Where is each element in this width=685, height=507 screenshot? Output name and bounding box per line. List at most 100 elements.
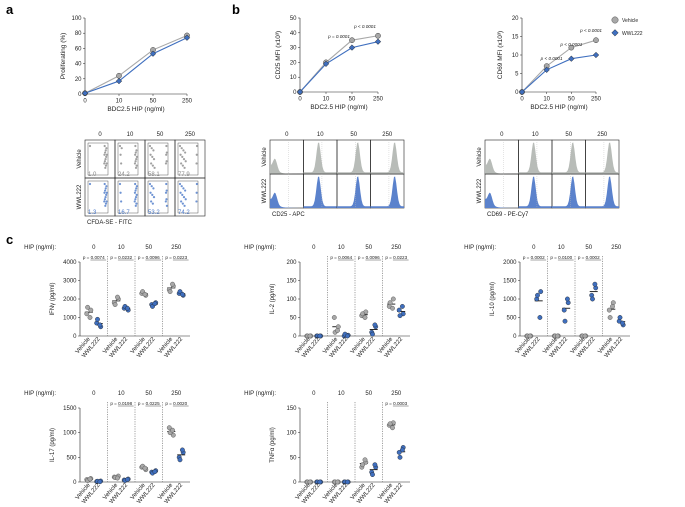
point-vehicle [307, 333, 313, 339]
gate [117, 180, 139, 214]
histogram [370, 176, 404, 208]
hip-label: HIP (ng/ml): [244, 391, 276, 397]
event-dot [103, 200, 106, 203]
event-dot [104, 195, 107, 199]
point-wwl222 [568, 55, 575, 62]
event-dot [135, 155, 138, 159]
dose-label: 0 [312, 245, 316, 251]
row-label: WWL222 [77, 184, 83, 209]
event-dot [104, 166, 107, 169]
gate-percent: 58.1 [148, 172, 160, 178]
legend: Vehicle WWL222 [611, 16, 643, 37]
series-line-wwl222 [299, 41, 379, 93]
p-value: p = 0.0096 [138, 255, 160, 260]
event-dot [152, 149, 155, 152]
event-dot [133, 162, 137, 165]
event-dot [181, 164, 184, 167]
dot-plot-tnfa: HIP (ng/ml): 0 10 50 250 0 50 100 150 TNFα (pg/ml… [244, 391, 410, 505]
dose-label: 0 [312, 391, 316, 397]
event-dot [165, 153, 168, 156]
x-tick-label: 250 [373, 97, 384, 103]
y-axis-label: IFNγ (pg/ml) [50, 282, 56, 315]
p-value: p = 0.0002 [523, 255, 545, 260]
dose-header: 250 [597, 132, 608, 138]
y-tick-label: 0 [513, 334, 517, 340]
event-dot [134, 144, 137, 148]
point-wwl222 [370, 331, 375, 337]
histogram [337, 142, 371, 174]
p-value: p = 0.0002 [578, 255, 600, 260]
y-tick-label: 150 [286, 406, 297, 412]
panel-label-c: c [6, 232, 13, 247]
histogram [585, 142, 619, 174]
y-tick-label: 40 [290, 31, 297, 37]
point-vehicle [527, 333, 533, 339]
event-dot [120, 147, 123, 150]
point-wwl222 [372, 322, 378, 328]
point-wwl222 [177, 457, 183, 463]
dose-label: 250 [171, 391, 182, 397]
point-vehicle [170, 427, 175, 433]
event-dot [180, 185, 183, 188]
event-dot [134, 198, 137, 201]
histogram [518, 176, 552, 208]
y-tick-label: 1500 [503, 279, 517, 285]
point-vehicle [115, 294, 120, 300]
point-vehicle [582, 333, 588, 339]
event-dot [134, 166, 138, 169]
event-dot [105, 200, 108, 203]
dose-label: 50 [365, 245, 372, 251]
event-dot [165, 204, 168, 207]
point-wwl222 [535, 292, 540, 298]
panel-label-a: a [6, 2, 14, 17]
event-dot [165, 151, 168, 154]
event-dot [105, 155, 108, 159]
point-wwl222 [592, 281, 598, 287]
flow-x-label: CD69 - PE-Cy7 [487, 212, 529, 218]
event-dot [104, 157, 107, 161]
event-dot [133, 191, 137, 194]
x-axis-label: BDC2.5 HIP (ng/ml) [310, 104, 367, 111]
gate [117, 142, 139, 176]
point-vehicle [112, 302, 118, 307]
event-dot [180, 200, 183, 203]
gate-percent: 77.9 [178, 172, 190, 178]
dose-label: 50 [145, 391, 152, 397]
point-wwl222 [592, 51, 600, 59]
line-chart-b_cd25: 0 10 20 30 40 50 0 10 50 250 BDC2.5 HIP (ng/ml) CD2… [275, 16, 384, 111]
event-dot [120, 200, 123, 203]
y-tick-label: 0 [78, 92, 82, 98]
event-dot [105, 153, 108, 156]
point-vehicle [349, 37, 355, 44]
dose-label: 50 [365, 391, 372, 397]
gate-percent: 1.3 [88, 210, 97, 216]
flow-grid-cd69: 0 10 50 250 Vehicle WWL222 CD69 - PE-Cy7 [477, 132, 620, 218]
hip-label: HIP (ng/ml): [24, 391, 56, 397]
point-wwl222 [543, 66, 550, 73]
p-value: p = 0.0020 [165, 401, 187, 406]
event-dot [105, 162, 108, 165]
event-dot [183, 166, 186, 169]
y-tick-label: 4000 [63, 260, 77, 266]
dose-label: 250 [171, 245, 182, 251]
event-dot [134, 153, 137, 156]
point-vehicle [335, 479, 340, 485]
event-dot [119, 153, 122, 156]
x-tick-label: 10 [116, 99, 123, 105]
point-wwl222 [396, 449, 402, 455]
y-tick-label: 20 [512, 16, 519, 22]
event-dot [181, 193, 184, 197]
event-dot [180, 147, 183, 150]
event-dot [179, 153, 182, 156]
event-dot [149, 191, 152, 194]
event-dot [150, 147, 153, 150]
dose-label: 0 [92, 245, 96, 251]
event-dot [180, 162, 183, 165]
histogram [370, 142, 404, 174]
legend-wwl222-label: WWL222 [622, 31, 643, 37]
y-axis-label: TNFα (pg/ml) [270, 427, 276, 462]
event-dot [134, 189, 137, 192]
point-vehicle [307, 479, 313, 485]
y-tick-label: 1500 [63, 406, 77, 412]
